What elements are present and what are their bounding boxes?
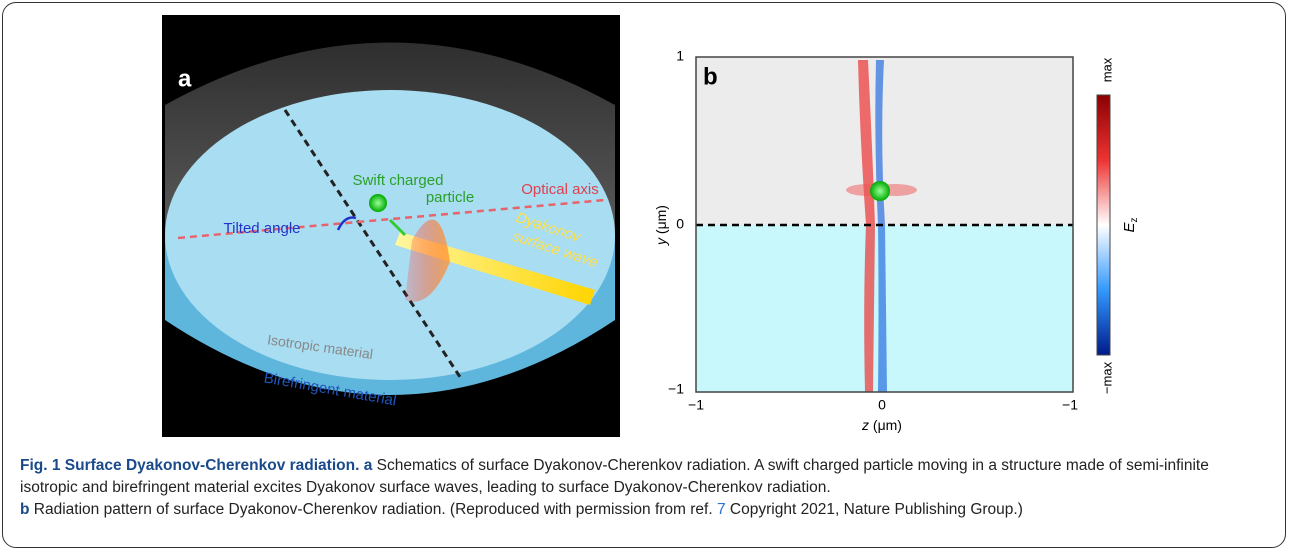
colorbar-title: Ez [1121,217,1140,232]
caption-text: Schematics of surface Dyakonov-Cherenkov… [20,457,1209,496]
particle [870,181,890,201]
panel-label: a [178,65,192,92]
plot-frame [695,56,1074,393]
annotation: Tilted angle [224,220,301,237]
annotation: particle [426,189,474,206]
cherenkov-cone [405,219,450,302]
panel-label: b [703,63,718,90]
panel-ref: b [20,501,30,518]
panel-ref: a [363,457,373,474]
caption-text: Radiation pattern of surface Dyakonov-Ch… [33,501,713,518]
colorbar-label: −max [1099,361,1114,394]
annotation: Swift charged [353,172,444,189]
fig-title: Surface Dyakonov-Cherenkov radiation. [64,457,360,474]
axis-var: z [861,417,869,433]
x-axis-title: z (μm) [861,417,902,433]
fig-number: Fig. 1 [20,457,61,474]
figure: a Swift charged particle Optical axis Ti… [162,15,1140,437]
colorbar-label: max [1099,57,1114,82]
y-tick-label: 1 [676,48,684,64]
particle-arrow [388,218,407,237]
annotation: Optical axis [521,181,599,198]
caption: Fig. 1 Surface Dyakonov-Cherenkov radiat… [20,455,1270,521]
cylinder-surface [165,90,615,380]
y-tick-label: −1 [668,381,684,397]
x-tick-label: −1 [688,397,704,413]
field-sub: z [1129,217,1140,222]
axis-unit: (μm) [873,417,902,433]
angle-arc [336,216,357,231]
particle [369,194,387,212]
field-var: E [1121,222,1138,233]
x-tick-label: 0 [878,397,886,413]
colorbar [1096,94,1111,356]
axis-unit: (μm) [653,205,669,234]
axis-var: y [653,237,669,246]
tilted-axis [283,109,464,381]
y-tick-label: 0 [676,216,684,232]
x-tick-label: −1 [1062,397,1078,413]
reference-link[interactable]: 7 [716,501,726,518]
caption-text: Copyright 2021, Nature Publishing Group.… [729,501,1023,518]
y-axis-title: y (μm) [653,205,669,246]
